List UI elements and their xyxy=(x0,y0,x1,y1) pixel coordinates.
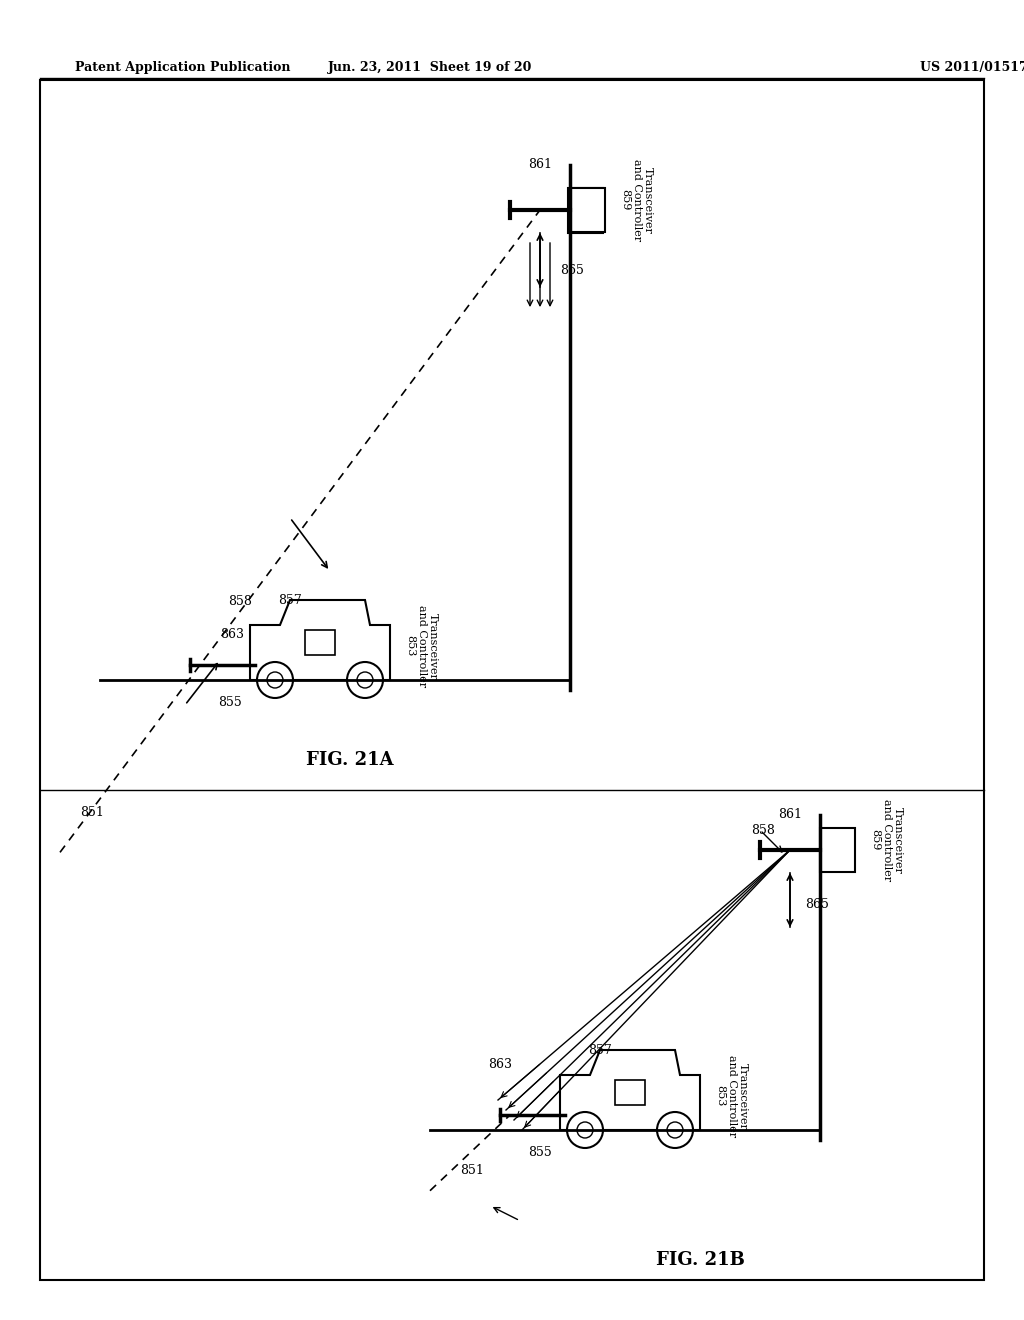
Text: FIG. 21B: FIG. 21B xyxy=(655,1251,744,1269)
Text: 855: 855 xyxy=(528,1146,552,1159)
Text: Transceiver
and Controller
853: Transceiver and Controller 853 xyxy=(715,1055,749,1137)
Text: 857: 857 xyxy=(279,594,302,606)
Bar xyxy=(305,630,335,655)
Bar xyxy=(570,187,605,232)
Circle shape xyxy=(357,672,373,688)
Text: Patent Application Publication: Patent Application Publication xyxy=(75,62,291,74)
Text: FIG. 21A: FIG. 21A xyxy=(306,751,394,770)
Text: 861: 861 xyxy=(528,158,552,172)
Bar xyxy=(615,1080,645,1105)
Text: 855: 855 xyxy=(218,696,242,709)
Circle shape xyxy=(657,1111,693,1148)
Polygon shape xyxy=(560,1049,700,1130)
Text: 861: 861 xyxy=(778,808,802,821)
Text: 865: 865 xyxy=(805,899,828,912)
Circle shape xyxy=(257,663,293,698)
Text: 858: 858 xyxy=(752,824,775,837)
Bar xyxy=(568,187,603,232)
Circle shape xyxy=(347,663,383,698)
Text: US 2011/0151779 A1: US 2011/0151779 A1 xyxy=(920,62,1024,74)
Text: 863: 863 xyxy=(488,1059,512,1072)
Text: 857: 857 xyxy=(588,1044,612,1056)
Text: Transceiver
and Controller
859: Transceiver and Controller 859 xyxy=(870,799,903,880)
Text: Transceiver
and Controller
859: Transceiver and Controller 859 xyxy=(620,158,653,242)
Polygon shape xyxy=(250,601,390,680)
Circle shape xyxy=(667,1122,683,1138)
Text: Jun. 23, 2011  Sheet 19 of 20: Jun. 23, 2011 Sheet 19 of 20 xyxy=(328,62,532,74)
Text: Transceiver
and Controller
853: Transceiver and Controller 853 xyxy=(406,605,438,688)
Bar xyxy=(820,828,855,873)
Circle shape xyxy=(577,1122,593,1138)
Text: 851: 851 xyxy=(80,805,103,818)
Text: 865: 865 xyxy=(560,264,584,276)
Text: 858: 858 xyxy=(228,595,252,607)
Circle shape xyxy=(567,1111,603,1148)
Circle shape xyxy=(267,672,283,688)
Text: 863: 863 xyxy=(220,628,244,642)
Text: 851: 851 xyxy=(460,1164,484,1177)
